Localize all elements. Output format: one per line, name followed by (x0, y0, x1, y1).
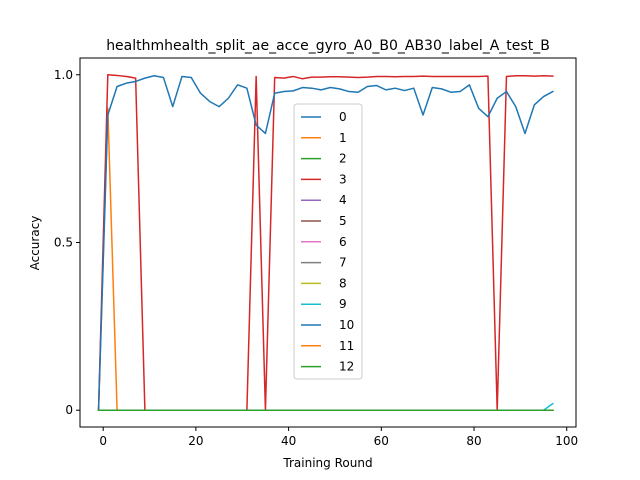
series-line-10 (97, 75, 554, 412)
y-tick-label: 0 (65, 403, 73, 417)
legend-label-12: 12 (339, 360, 354, 374)
y-axis-label: Accuracy (28, 216, 42, 271)
plot-series (97, 74, 554, 412)
legend-label-8: 8 (339, 276, 347, 290)
legend-label-9: 9 (339, 297, 347, 311)
x-axis-ticks: 0 20 40 60 80 100 (99, 427, 578, 448)
legend-label-3: 3 (339, 172, 347, 186)
legend-box (293, 103, 363, 380)
legend-label-11: 11 (339, 339, 354, 353)
x-tick-label: 20 (188, 434, 203, 448)
legend-label-7: 7 (339, 256, 347, 270)
legend-label-0: 0 (339, 110, 347, 124)
x-axis-label: Training Round (282, 456, 372, 470)
x-tick-label: 60 (374, 434, 389, 448)
legend-label-5: 5 (339, 214, 347, 228)
y-axis-ticks: 0 0.5 1.0 (54, 68, 80, 417)
x-tick-label: 40 (281, 434, 296, 448)
legend-label-4: 4 (339, 193, 347, 207)
x-tick-label: 0 (99, 434, 107, 448)
y-tick-label: 1.0 (54, 68, 73, 82)
x-tick-label: 100 (555, 434, 578, 448)
y-tick-label: 0.5 (54, 236, 73, 250)
legend-label-1: 1 (339, 131, 347, 145)
legend-label-2: 2 (339, 152, 347, 166)
plot-frame (79, 57, 577, 428)
chart-title: healthmhealth_split_ae_acce_gyro_A0_B0_A… (106, 38, 550, 54)
legend-label-6: 6 (339, 235, 347, 249)
x-tick-label: 80 (466, 434, 481, 448)
legend-label-10: 10 (339, 318, 354, 332)
